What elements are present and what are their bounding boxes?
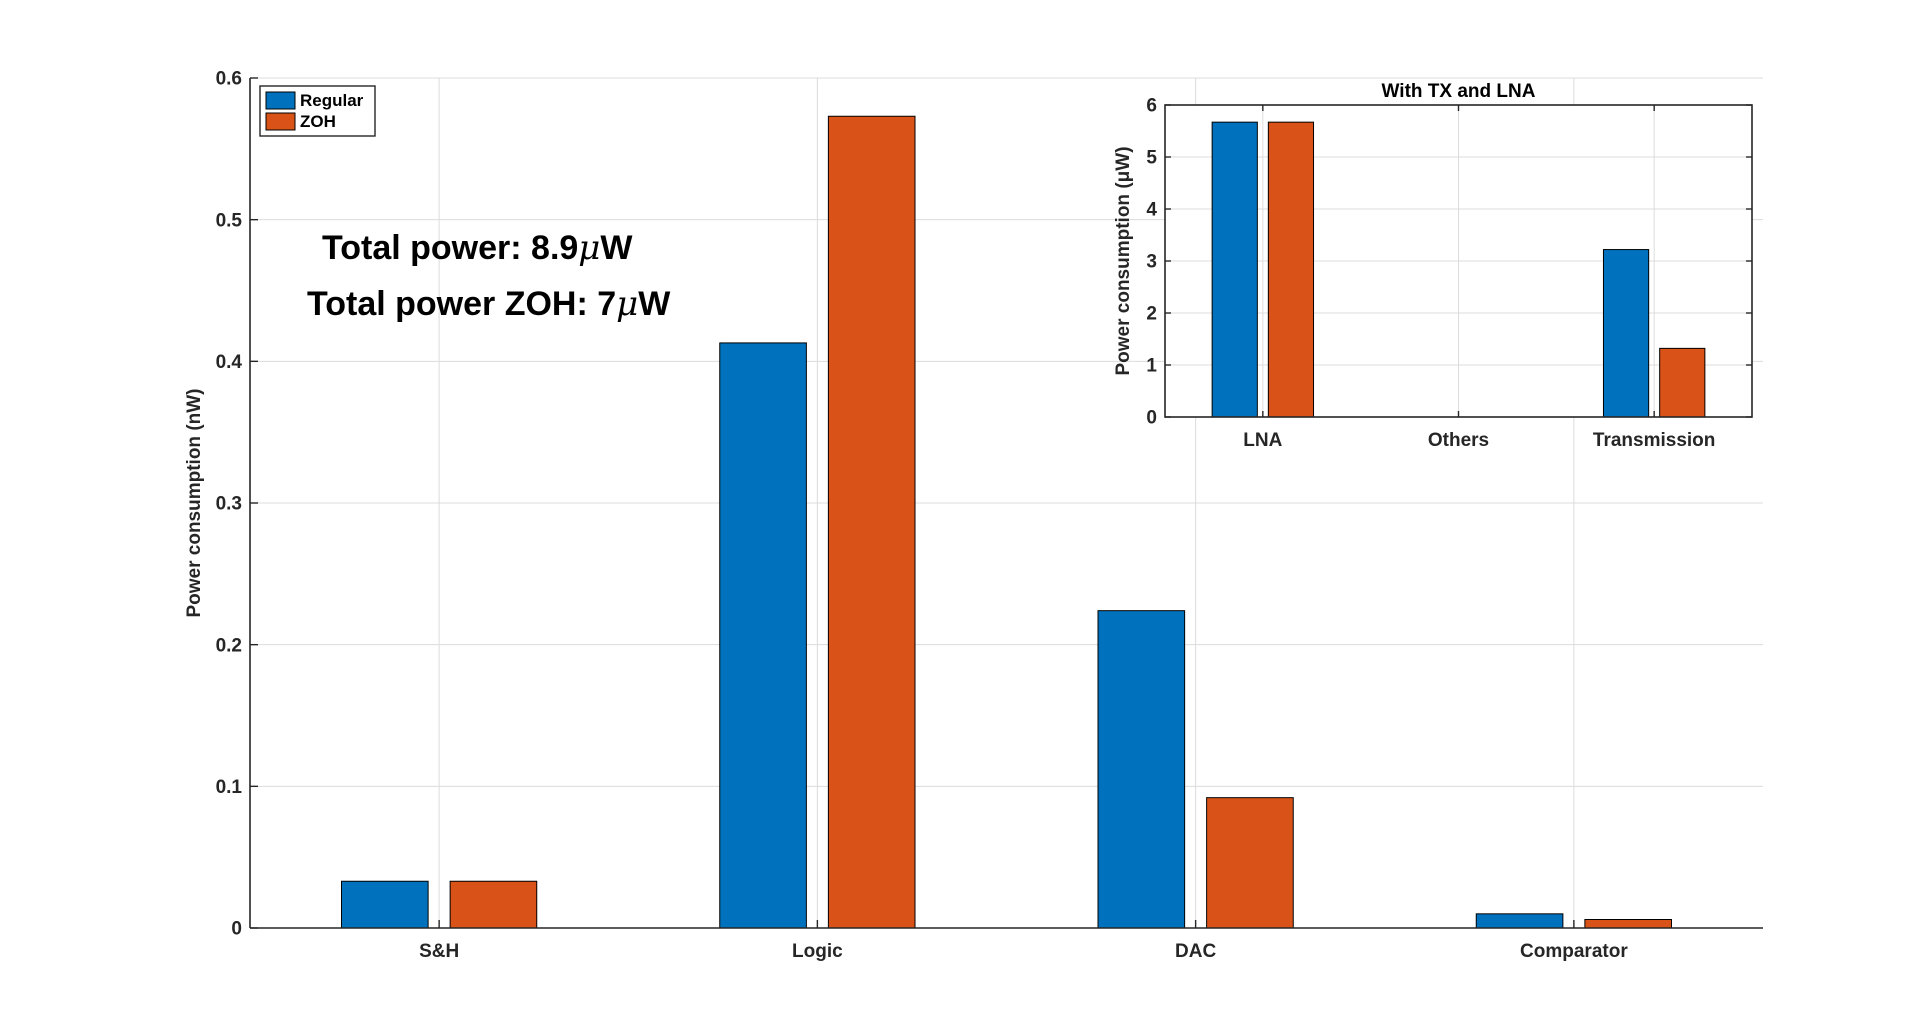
y-axis-label: Power consumption (μW) — [1113, 146, 1134, 375]
legend-swatch-zoh — [265, 112, 296, 131]
bar-zoh — [449, 880, 538, 929]
total-power-zoh-annotation: Total power ZOH: 7μW — [307, 284, 670, 324]
y-tick-label: 0.6 — [216, 69, 242, 90]
total-power-prefix: Total power: 8.9 — [322, 229, 579, 267]
y-tick-label: 0.2 — [216, 635, 242, 656]
x-tick-label: S&H — [419, 941, 459, 962]
x-tick-label: Transmission — [1593, 430, 1716, 451]
y-tick-label: 0.4 — [216, 352, 243, 373]
legend-swatch-regular — [265, 91, 296, 110]
bar-zoh — [1267, 121, 1315, 418]
bar-zoh — [1659, 347, 1706, 418]
legend-label-regular: Regular — [300, 91, 364, 110]
y-tick-label: 0.5 — [216, 210, 243, 231]
y-axis-label: Power consumption (nW) — [184, 388, 205, 617]
total-power-zoh-unit: W — [638, 285, 671, 323]
y-tick-label: 0.3 — [216, 494, 242, 515]
y-tick-label: 1 — [1146, 356, 1157, 377]
y-tick-label: 5 — [1146, 148, 1157, 169]
bar-regular — [1475, 913, 1564, 929]
y-tick-label: 6 — [1146, 96, 1157, 117]
x-tick-label: LNA — [1243, 430, 1282, 451]
bar-zoh — [1206, 797, 1294, 929]
bar-regular — [719, 342, 807, 929]
total-power-unit: W — [600, 229, 633, 267]
chart-title: With TX and LNA — [1382, 81, 1536, 102]
x-tick-label: Logic — [792, 941, 843, 962]
y-tick-label: 3 — [1146, 252, 1157, 273]
x-tick-label: DAC — [1175, 941, 1216, 962]
y-tick-label: 2 — [1146, 304, 1157, 325]
y-tick-label: 0.1 — [216, 777, 243, 798]
bar-zoh — [827, 115, 916, 929]
legend-label-zoh: ZOH — [300, 112, 336, 131]
bar-regular — [341, 880, 429, 929]
mu-symbol: μ — [616, 284, 639, 324]
mu-symbol: μ — [578, 228, 601, 268]
total-power-annotation: Total power: 8.9μW — [322, 228, 633, 268]
y-tick-label: 4 — [1146, 200, 1157, 221]
legend: Regular ZOH — [259, 85, 376, 137]
bar-regular — [1097, 610, 1186, 929]
y-tick-label: 0 — [1146, 408, 1157, 429]
total-power-zoh-prefix: Total power ZOH: 7 — [307, 285, 617, 323]
inset-bar-chart: 0 1 2 3 4 5 6 LNA Others Transmission Power consum… — [1113, 81, 1753, 451]
bar-regular — [1211, 121, 1258, 418]
x-tick-label: Comparator — [1520, 941, 1628, 962]
x-tick-label: Others — [1428, 430, 1489, 451]
y-tick-label: 0 — [231, 919, 242, 940]
bar-zoh — [1584, 919, 1672, 929]
bar-regular — [1602, 249, 1650, 418]
